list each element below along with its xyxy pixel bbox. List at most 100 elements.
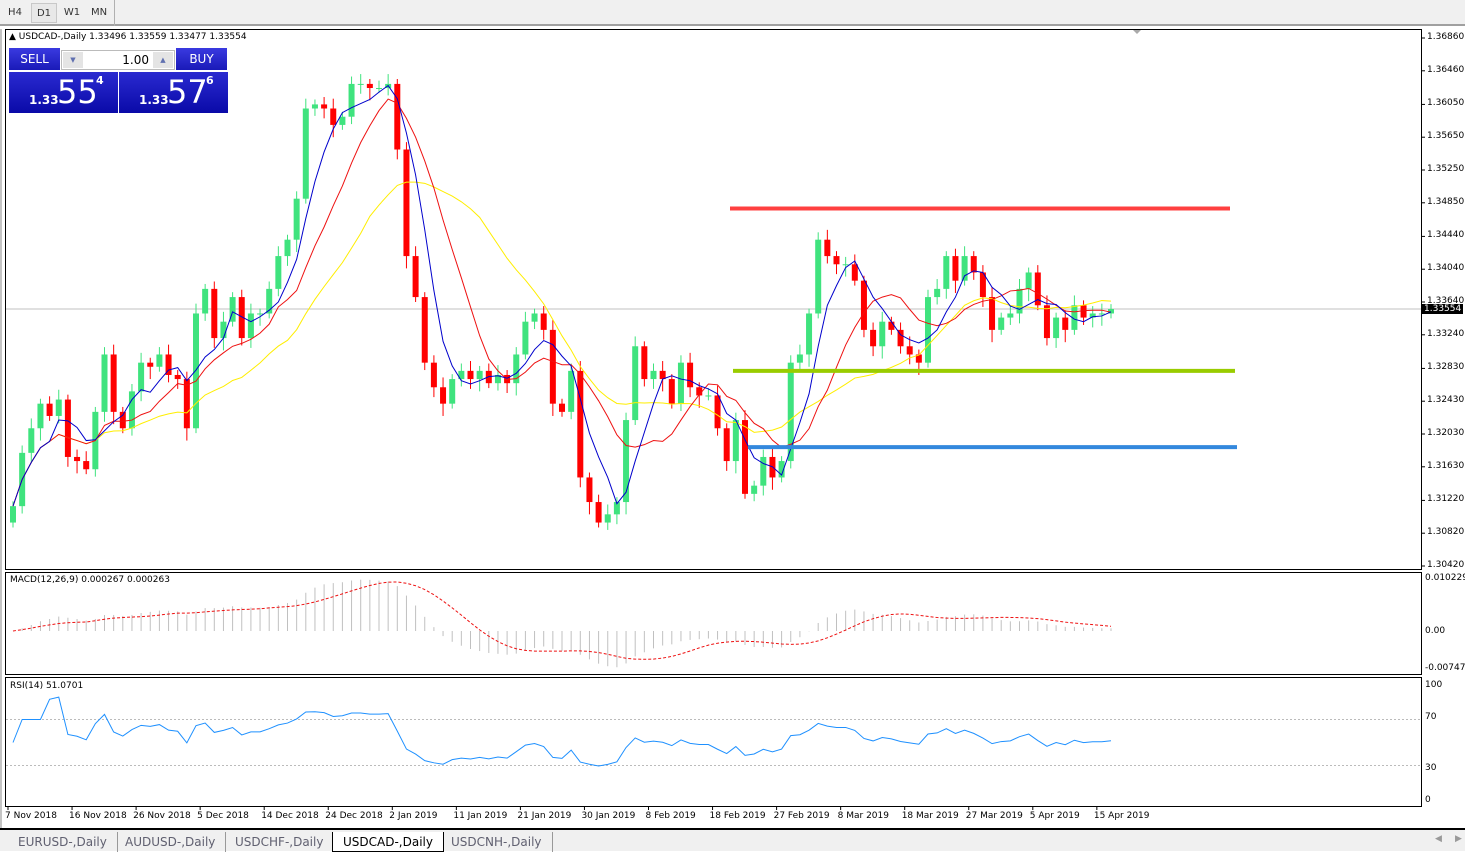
candle-body — [815, 239, 822, 314]
candle-body — [604, 514, 611, 523]
candle-body — [458, 370, 465, 380]
candle-body — [83, 461, 90, 470]
candle-body — [540, 313, 547, 330]
candle-body — [796, 354, 803, 363]
candle-body — [74, 456, 81, 462]
buy-button[interactable]: BUY — [176, 48, 227, 70]
candle-body — [128, 391, 135, 429]
price-axis-label: 1.34440 — [1427, 230, 1465, 241]
sell-button[interactable]: SELL — [9, 48, 60, 70]
lot-increase-icon[interactable]: ▲ — [153, 52, 173, 68]
timeframe-mn-button[interactable]: MN — [90, 7, 108, 18]
candle-body — [970, 256, 977, 273]
price-axis-label: 1.34040 — [1427, 263, 1465, 274]
price-axis-label: 1.32830 — [1427, 362, 1465, 373]
candle-body — [925, 297, 931, 363]
time-axis-label: 2 Jan 2019 — [389, 811, 438, 821]
buy-price-button[interactable]: 1.33 57 6 — [119, 72, 228, 113]
time-axis-label: 5 Dec 2018 — [197, 811, 249, 821]
tab-audusd[interactable]: AUDUSD-,Daily — [115, 832, 227, 852]
candle-body — [467, 370, 474, 380]
time-axis-label: 14 Dec 2018 — [261, 811, 319, 821]
candle-body — [302, 108, 309, 199]
price-axis-label: 1.33240 — [1427, 328, 1465, 339]
candle-body — [806, 313, 813, 355]
candle-body — [860, 280, 867, 330]
candle-body — [193, 313, 199, 429]
candle-body — [101, 354, 108, 412]
chart-tabs-bar: EURUSD-,Daily AUDUSD-,Daily USDCHF-,Dail… — [0, 828, 1465, 852]
price-axis-label: 1.36050 — [1427, 98, 1465, 109]
sell-price-prefix: 1.33 — [29, 93, 59, 107]
candle-body — [46, 403, 53, 416]
time-axis-label: 5 Apr 2019 — [1029, 811, 1080, 821]
candle-body — [1071, 305, 1078, 330]
candle-body — [1080, 305, 1087, 318]
candle-body — [833, 256, 840, 265]
time-axis-label: 16 Nov 2018 — [69, 811, 127, 821]
candle-body — [28, 428, 35, 453]
timeframe-h4-button[interactable]: H4 — [8, 7, 22, 18]
candle-body — [531, 313, 538, 322]
candle-body — [311, 104, 318, 109]
time-axis-label: 24 Dec 2018 — [325, 811, 383, 821]
candle-body — [522, 321, 529, 355]
rsi-scale-100: 100 — [1425, 680, 1443, 690]
scroll-left-icon[interactable]: ◀ — [1435, 834, 1442, 844]
lot-size-input[interactable]: 1.00 — [122, 53, 149, 67]
tab-eurusd[interactable]: EURUSD-,Daily — [8, 832, 118, 852]
tab-usdcnh[interactable]: USDCNH-,Daily — [441, 832, 553, 852]
candle-body — [586, 477, 593, 503]
candle-body — [430, 362, 437, 388]
candle-body — [165, 354, 172, 375]
rsi-scale-30: 30 — [1425, 763, 1437, 773]
ohlc-values: 1.33496 1.33559 1.33477 1.33554 — [89, 32, 247, 42]
candle-body — [668, 379, 675, 404]
candle-body — [952, 256, 959, 281]
price-axis-label: 1.32030 — [1427, 428, 1465, 438]
collapse-triangle-icon[interactable]: ▲ — [9, 32, 16, 42]
candle-body — [348, 83, 355, 117]
tab-usdchf[interactable]: USDCHF-,Daily — [225, 832, 335, 852]
candle-body — [1034, 272, 1041, 306]
lot-decrease-icon[interactable]: ▼ — [63, 52, 83, 68]
timeframe-d1-button[interactable]: D1 — [31, 3, 57, 23]
price-axis-label: 1.31220 — [1427, 494, 1465, 505]
timeframe-w1-button[interactable]: W1 — [63, 7, 81, 18]
candle-body — [778, 461, 785, 478]
buy-price-pips: 57 — [167, 73, 208, 111]
candle-body — [247, 313, 254, 339]
candle-body — [238, 297, 245, 339]
candle-body — [751, 485, 758, 494]
tab-usdcad[interactable]: USDCAD-,Daily — [332, 832, 444, 852]
candle-body — [366, 83, 373, 89]
candle-body — [677, 362, 684, 404]
time-axis-label: 8 Mar 2019 — [837, 811, 889, 821]
main-pane-border — [5, 29, 1422, 570]
time-axis-label: 11 Jan 2019 — [453, 811, 508, 821]
lot-size-stepper[interactable]: ▼ 1.00 ▲ — [61, 50, 175, 70]
macd-label: MACD(12,26,9) 0.000267 0.000263 — [10, 575, 170, 585]
candle-body — [494, 374, 501, 384]
symbol-label: USDCAD-,Daily — [18, 32, 87, 42]
sell-price-button[interactable]: 1.33 55 4 — [9, 72, 118, 113]
ma-mid-line — [12, 98, 1112, 507]
candle-body — [156, 354, 163, 367]
price-axis-label: 1.35650 — [1427, 131, 1465, 142]
candle-body — [55, 399, 62, 416]
candle-body — [1053, 317, 1060, 339]
candle-body — [787, 362, 794, 462]
candle-body — [1098, 313, 1105, 315]
scroll-right-icon[interactable]: ▶ — [1455, 834, 1462, 844]
candle-body — [897, 329, 904, 347]
candle-body — [119, 411, 126, 429]
candle-body — [842, 264, 849, 266]
candle-body — [330, 108, 337, 125]
candle-body — [1007, 313, 1014, 318]
candle-body — [513, 354, 520, 384]
candle-body — [220, 321, 227, 339]
candle-body — [10, 506, 16, 523]
candle-body — [440, 387, 447, 404]
candle-body — [1062, 317, 1069, 330]
